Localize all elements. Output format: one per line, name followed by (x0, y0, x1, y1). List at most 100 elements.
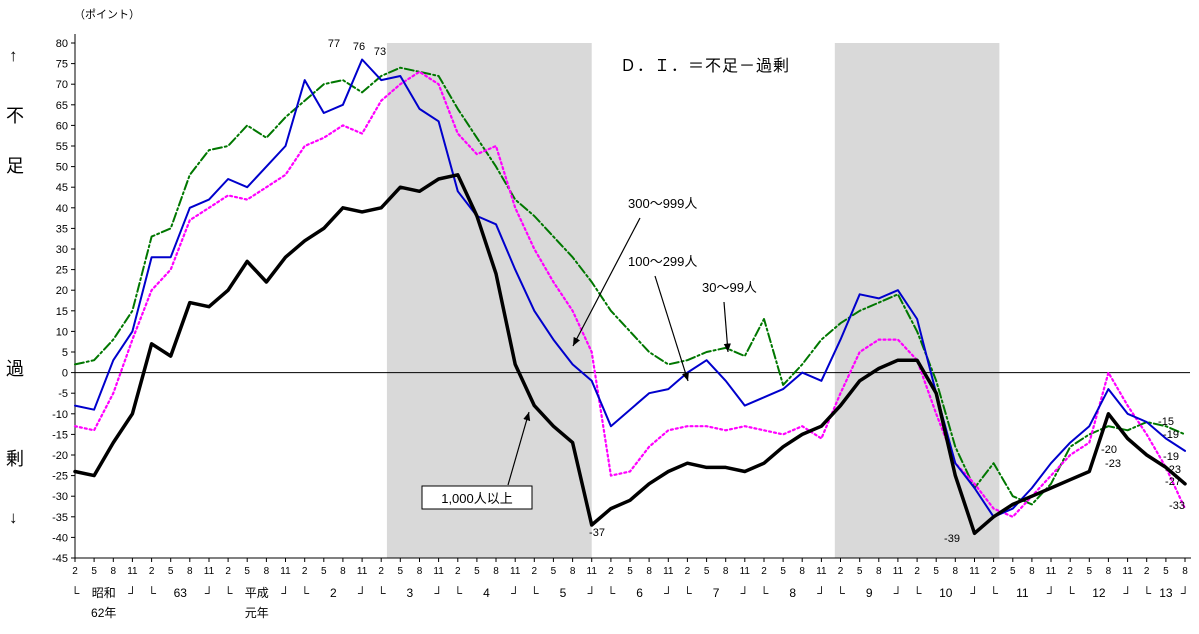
svg-text:└: └ (377, 586, 386, 600)
svg-text:5: 5 (91, 566, 97, 577)
svg-text:5: 5 (474, 566, 480, 577)
svg-text:11: 11 (280, 566, 291, 577)
svg-text:┘: ┘ (587, 586, 596, 600)
callout-arrow (572, 217, 641, 347)
y-axis-label-char-ka: 過 (6, 359, 24, 379)
svg-text:元年: 元年 (245, 606, 269, 620)
svg-text:┘: ┘ (511, 586, 520, 600)
svg-text:└: └ (913, 586, 922, 600)
svg-text:6: 6 (636, 586, 643, 600)
callout-arrow (654, 275, 689, 382)
svg-text:5: 5 (1163, 566, 1169, 577)
svg-text:┘: ┘ (970, 586, 979, 600)
svg-text:8: 8 (789, 586, 796, 600)
svg-text:63: 63 (174, 586, 188, 600)
svg-text:-40: -40 (52, 532, 68, 544)
svg-text:11: 11 (510, 566, 521, 577)
svg-text:└: └ (1066, 586, 1075, 600)
svg-text:5: 5 (780, 566, 786, 577)
svg-text:┘: ┘ (281, 586, 290, 600)
callout-label: 1,000人以上 (441, 491, 513, 506)
svg-text:15: 15 (56, 306, 68, 318)
svg-text:11: 11 (663, 566, 674, 577)
svg-text:5: 5 (244, 566, 250, 577)
svg-text:8: 8 (876, 566, 882, 577)
svg-text:0: 0 (62, 368, 68, 380)
y-axis-unit-label: （ポイント） (74, 9, 140, 21)
svg-text:13: 13 (1159, 586, 1173, 600)
svg-text:2: 2 (330, 586, 337, 600)
svg-text:└: └ (71, 586, 80, 600)
svg-text:-27: -27 (1165, 476, 1181, 488)
svg-text:5: 5 (1010, 566, 1016, 577)
svg-text:8: 8 (646, 566, 652, 577)
svg-text:2: 2 (302, 566, 308, 577)
svg-text:5: 5 (168, 566, 174, 577)
svg-text:5: 5 (321, 566, 327, 577)
svg-text:80: 80 (56, 38, 68, 50)
svg-text:-39: -39 (944, 533, 960, 545)
svg-text:11: 11 (893, 566, 904, 577)
svg-text:2: 2 (149, 566, 155, 577)
svg-text:40: 40 (56, 203, 68, 215)
svg-text:└: └ (989, 586, 998, 600)
y-axis-label-char-fu: 不 (6, 106, 24, 126)
svg-text:└: └ (224, 586, 233, 600)
svg-text:└: └ (300, 586, 309, 600)
svg-text:5: 5 (551, 566, 557, 577)
svg-text:2: 2 (225, 566, 231, 577)
svg-text:11: 11 (433, 566, 444, 577)
svg-text:20: 20 (56, 285, 68, 297)
svg-text:12: 12 (1092, 586, 1106, 600)
svg-text:8: 8 (953, 566, 959, 577)
svg-text:11: 11 (969, 566, 980, 577)
callout-arrow (723, 301, 731, 353)
svg-text:8: 8 (264, 566, 270, 577)
series-line-0 (74, 66, 1186, 506)
svg-text:-20: -20 (1101, 444, 1117, 456)
svg-text:11: 11 (1122, 566, 1133, 577)
x-axis (74, 557, 1191, 562)
svg-text:-35: -35 (52, 512, 68, 524)
svg-text:┘: ┘ (434, 586, 443, 600)
svg-text:8: 8 (1106, 566, 1112, 577)
svg-text:└: └ (530, 586, 539, 600)
svg-text:8: 8 (570, 566, 576, 577)
svg-text:25: 25 (56, 265, 68, 277)
di-definition-note: Ｄ．Ｉ．＝不足－過剰 (620, 58, 791, 75)
svg-text:-20: -20 (52, 450, 68, 462)
svg-text:└: └ (1142, 586, 1151, 600)
svg-text:76: 76 (353, 41, 365, 53)
y-axis-tick-labels: 80757065605550454035302520151050-5-10-15… (52, 38, 68, 565)
svg-text:5: 5 (398, 566, 404, 577)
svg-text:┘: ┘ (894, 586, 903, 600)
svg-text:-19: -19 (1163, 451, 1179, 463)
svg-text:┘: ┘ (664, 586, 673, 600)
svg-text:4: 4 (483, 586, 490, 600)
svg-text:┘: ┘ (128, 586, 137, 600)
svg-text:8: 8 (340, 566, 346, 577)
svg-text:35: 35 (56, 223, 68, 235)
svg-text:5: 5 (933, 566, 939, 577)
svg-text:2: 2 (378, 566, 384, 577)
point-annotations: 77 76 73-37 -39-20-23-15-19-19-23-27-33 (328, 38, 1185, 545)
svg-text:-33: -33 (1169, 500, 1185, 512)
svg-text:-23: -23 (1165, 464, 1181, 476)
svg-text:70: 70 (56, 79, 68, 91)
svg-text:-10: -10 (52, 409, 68, 421)
callout-label: 30～99人 (702, 280, 757, 295)
svg-text:8: 8 (493, 566, 499, 577)
callout-label: 100～299人 (628, 254, 697, 269)
svg-text:└: └ (683, 586, 692, 600)
svg-text:11: 11 (1046, 566, 1057, 577)
svg-text:-37: -37 (589, 527, 605, 539)
svg-text:11: 11 (204, 566, 215, 577)
svg-text:┘: ┘ (1047, 586, 1056, 600)
svg-text:5: 5 (560, 586, 567, 600)
svg-text:8: 8 (1182, 566, 1188, 577)
callout-box (421, 485, 533, 510)
series-line-1 (73, 70, 1187, 518)
svg-text:75: 75 (56, 59, 68, 71)
